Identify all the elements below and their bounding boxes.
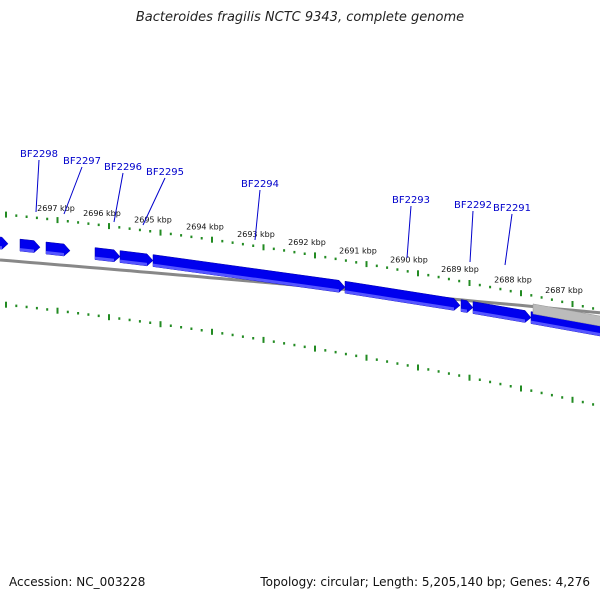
scale-label: 2687 kbp [545,286,583,295]
gene-label-leader [113,172,124,223]
gene-label: BF2293 [392,195,430,206]
gene-label-leader [63,166,83,215]
gene-feature-edge-shade [0,246,2,250]
gene-label: BF2298 [20,149,58,160]
outer-tick-ring [5,211,595,310]
genome-summary: Topology: circular; Length: 5,205,140 bp… [260,575,590,589]
gene-feature-shade [473,310,525,323]
gene-feature-shade [95,256,114,262]
map-title: Bacteroides fragilis NCTC 9343, complete… [135,10,465,25]
gene-feature-shade [120,259,147,266]
gene-label: BF2291 [493,203,531,214]
scale-label: 2688 kbp [494,276,532,285]
gene-feature-shade [345,290,454,311]
gene-label-leader [35,159,40,213]
gene-feature-shade [46,251,64,256]
gene-label-leader [406,205,412,259]
gene-label: BF2292 [454,200,492,211]
gene-feature-edge [0,236,9,250]
accession-text: Accession: NC_003228 [9,575,146,589]
gene-label: BF2297 [63,156,101,167]
gene-features [0,236,600,337]
scale-label: 2694 kbp [186,223,224,232]
gene-feature-shade [531,320,600,337]
gene-label: BF2295 [146,167,184,178]
scale-label: 2696 kbp [83,209,121,218]
gene-label: BF2294 [241,179,279,190]
scale-label: 2691 kbp [339,247,377,256]
gene-feature-shade [20,248,34,253]
scale-label: 2692 kbp [288,238,326,247]
scale-label: 2690 kbp [390,256,428,265]
gene-label-leader [254,189,261,241]
gene-label-leader [142,177,166,226]
gene-feature-reverse [532,303,600,327]
scale-label: 2695 kbp [134,216,172,225]
gene-label: BF2296 [104,162,142,173]
scale-label: 2697 kbp [37,204,75,213]
inner-tick-ring [5,301,595,406]
scale-label: 2689 kbp [441,265,479,274]
gene-label-leader [469,210,474,263]
gene-feature-shade [461,308,467,313]
gene-feature-shade [153,263,339,293]
gene-label-leader [504,213,513,266]
